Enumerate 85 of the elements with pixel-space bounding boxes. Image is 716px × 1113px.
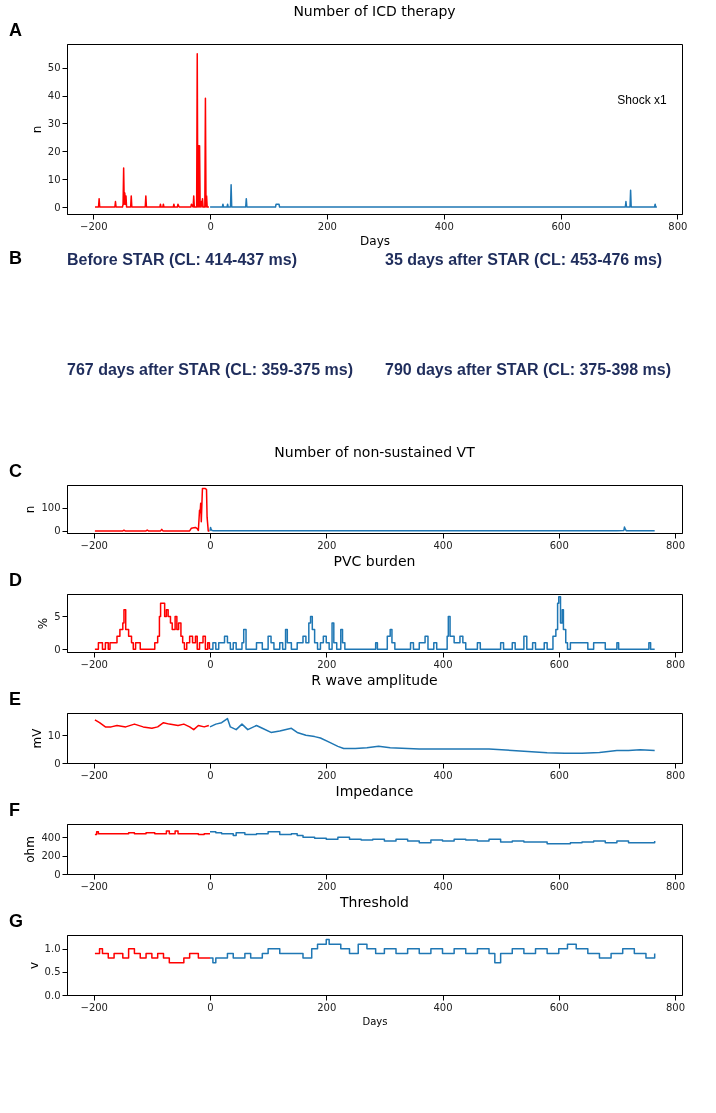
- text: 767 days after STAR (CL: 359-375 ms): [67, 361, 354, 378]
- y-tick-label: 0.0: [44, 989, 61, 1001]
- text: F: [9, 800, 20, 820]
- x-tick-label: 200: [317, 1001, 337, 1013]
- chart-title: Impedance: [335, 783, 414, 799]
- x-tick-label: 600: [551, 220, 571, 232]
- x-tick-label: 0: [207, 880, 214, 892]
- x-tick-label: 800: [665, 880, 686, 892]
- text: A: [9, 20, 22, 40]
- x-tick-label: −200: [80, 658, 108, 670]
- text: B: [9, 248, 22, 268]
- chart-title: Number of ICD therapy: [293, 3, 456, 19]
- x-tick-label: 400: [433, 658, 453, 670]
- x-tick-label: −200: [80, 769, 108, 781]
- text: 790 days after STAR (CL: 375-398 ms): [385, 361, 672, 378]
- x-tick-label: 600: [549, 880, 569, 892]
- text: D: [9, 570, 22, 590]
- y-tick-label: 1.0: [44, 943, 61, 955]
- x-tick-label: 400: [433, 880, 453, 892]
- text: Before STAR (CL: 414-437 ms): [67, 251, 297, 268]
- x-tick-label: 600: [549, 658, 569, 670]
- x-tick-label: 600: [549, 1001, 569, 1013]
- y-axis-title: v: [26, 961, 41, 970]
- annotation: Shock x1: [617, 92, 668, 107]
- chart-title: PVC burden: [333, 553, 416, 569]
- y-tick-label: 30: [47, 117, 61, 129]
- x-tick-label: 400: [433, 539, 453, 551]
- y-tick-label: 100: [41, 502, 61, 514]
- y-axis-title: ohm: [23, 836, 38, 863]
- x-tick-label: 800: [665, 539, 686, 551]
- y-tick-label: 0: [54, 643, 61, 655]
- x-tick-label: 800: [665, 769, 686, 781]
- x-tick-label: −200: [80, 220, 108, 232]
- line-series: [94, 487, 211, 532]
- y-tick-label: 10: [47, 729, 61, 741]
- y-tick-label: 0: [54, 201, 61, 213]
- x-axis-title: Days: [362, 1015, 388, 1027]
- x-tick-label: 800: [668, 220, 688, 232]
- x-tick-label: 0: [207, 1001, 214, 1013]
- y-tick-label: 200: [41, 850, 61, 862]
- line-series: [94, 53, 210, 208]
- x-tick-label: −200: [80, 880, 108, 892]
- x-tick-label: 800: [665, 658, 686, 670]
- x-tick-label: −200: [80, 1001, 108, 1013]
- x-tick-label: 600: [549, 769, 569, 781]
- x-tick-label: 200: [317, 880, 337, 892]
- text: 35 days after STAR (CL: 453-476 ms): [385, 251, 663, 268]
- x-tick-label: 400: [433, 1001, 453, 1013]
- y-tick-label: 0.5: [44, 966, 61, 978]
- y-axis-title: n: [29, 125, 44, 134]
- chart-title: Threshold: [339, 894, 409, 910]
- text: C: [9, 461, 22, 481]
- line-series: [94, 719, 210, 731]
- line-series: [209, 183, 658, 208]
- y-tick-label: 5: [54, 610, 61, 622]
- y-tick-label: 0: [54, 525, 61, 537]
- y-tick-label: 10: [47, 173, 61, 185]
- y-axis-title: n: [23, 505, 38, 514]
- y-axis-title: %: [36, 617, 51, 630]
- x-tick-label: 200: [317, 220, 337, 232]
- x-tick-label: 0: [207, 769, 214, 781]
- x-tick-label: 0: [207, 539, 214, 551]
- x-tick-label: −200: [80, 539, 108, 551]
- x-tick-label: 200: [317, 539, 337, 551]
- x-tick-label: 200: [317, 769, 337, 781]
- x-tick-label: 200: [317, 658, 337, 670]
- chart-title: R wave amplitude: [311, 672, 438, 688]
- y-axis-title: mV: [29, 727, 44, 749]
- x-tick-label: 0: [207, 220, 214, 232]
- text: E: [9, 689, 22, 709]
- y-tick-label: 20: [47, 145, 61, 157]
- y-tick-label: 0: [54, 757, 61, 769]
- x-tick-label: 400: [434, 220, 454, 232]
- chart-title: Number of non-sustained VT: [274, 444, 476, 460]
- y-tick-label: 50: [47, 62, 61, 74]
- x-axis-title: Days: [360, 233, 390, 248]
- x-tick-label: 0: [207, 658, 214, 670]
- text: G: [9, 911, 24, 931]
- line-series: [209, 717, 656, 755]
- x-tick-label: 600: [549, 539, 569, 551]
- y-tick-label: 40: [47, 90, 61, 102]
- x-tick-label: 400: [433, 769, 453, 781]
- y-tick-label: 400: [41, 831, 61, 843]
- x-tick-label: 800: [665, 1001, 686, 1013]
- y-tick-label: 0: [54, 868, 61, 880]
